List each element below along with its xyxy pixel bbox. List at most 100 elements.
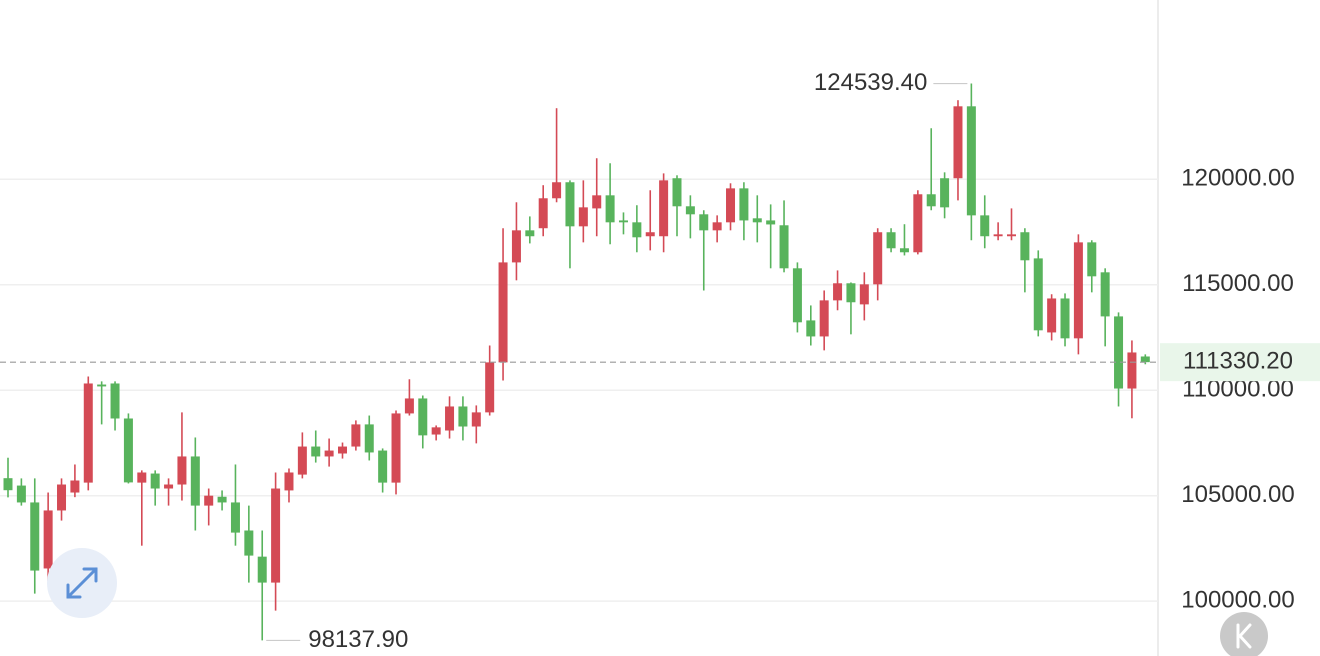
candle-body <box>1033 258 1043 331</box>
candle-body <box>431 427 441 435</box>
candle-body <box>83 383 93 483</box>
candle-body <box>123 418 133 483</box>
candle-body <box>498 262 508 363</box>
candle-body <box>685 206 695 215</box>
y-tick-label: 120000.00 <box>1181 165 1294 192</box>
plot-area: 100000.00105000.00110000.00115000.001200… <box>0 69 1320 653</box>
candle-body <box>230 502 240 533</box>
k-button[interactable] <box>1220 612 1268 656</box>
candle-body <box>806 320 816 337</box>
candle-body <box>846 283 856 303</box>
candle-body <box>30 502 40 571</box>
candle-body <box>726 188 736 223</box>
candle-body <box>980 215 990 237</box>
candle-body <box>284 472 294 491</box>
candle-body <box>16 485 26 503</box>
expand-button[interactable] <box>47 548 117 618</box>
candle-body <box>217 496 227 503</box>
candle-body <box>57 484 67 511</box>
candle-body <box>378 450 388 483</box>
candle-body <box>766 220 776 225</box>
candle-body <box>859 284 869 305</box>
candle-body <box>592 195 602 209</box>
k-circle[interactable] <box>1220 612 1268 656</box>
candle-body <box>204 495 214 506</box>
candle-body <box>271 488 281 583</box>
candle-body <box>150 473 160 489</box>
candle-body <box>3 478 13 491</box>
y-tick-label: 105000.00 <box>1181 481 1294 508</box>
candle-body <box>43 510 53 569</box>
last-price-label: 111330.20 <box>1183 348 1293 375</box>
candle-body <box>993 234 1003 237</box>
candle-body <box>351 424 361 447</box>
y-tick-label: 115000.00 <box>1182 270 1294 297</box>
candle-body <box>1047 298 1057 333</box>
candle-body <box>511 230 521 263</box>
candle-body <box>244 530 254 556</box>
candle-body <box>404 398 414 414</box>
candle-body <box>1020 232 1030 261</box>
candle-body <box>391 413 401 483</box>
candle-body <box>70 480 80 493</box>
candle-body <box>177 456 187 485</box>
y-tick-label: 100000.00 <box>1181 587 1294 614</box>
candle-body <box>110 383 120 419</box>
candle-body <box>913 194 923 253</box>
candle-body <box>1073 242 1083 339</box>
candle-body <box>311 446 321 457</box>
candle-body <box>485 362 495 413</box>
candle-body <box>953 106 963 179</box>
candle-body <box>1100 272 1110 317</box>
candle-body <box>819 300 829 337</box>
candle-body <box>966 106 976 216</box>
candle-body <box>565 182 575 227</box>
candle-body <box>752 218 762 223</box>
candle-body <box>1140 356 1150 363</box>
max-label: 124539.40 <box>814 69 927 96</box>
candle-body <box>886 232 896 249</box>
candle-body <box>899 248 909 253</box>
candle-body <box>257 556 267 583</box>
candle-body <box>324 450 334 457</box>
candle-body <box>940 178 950 208</box>
candle-body <box>525 230 535 237</box>
candle-body <box>873 232 883 285</box>
candle-body <box>137 472 147 483</box>
candle-body <box>364 424 374 453</box>
candle-body <box>190 456 200 506</box>
candle-body <box>164 484 174 489</box>
candle-body <box>1060 298 1070 339</box>
last-price-tag <box>1160 343 1320 382</box>
candle-body <box>618 220 628 223</box>
candle-body <box>779 225 789 269</box>
candle-body <box>833 283 843 301</box>
candle-body <box>645 232 655 237</box>
candle-body <box>605 195 615 223</box>
min-label: 98137.90 <box>308 626 408 653</box>
candle-body <box>792 268 802 323</box>
candle-body <box>458 406 468 427</box>
candle-body <box>338 446 347 454</box>
candle-body <box>538 198 548 229</box>
candle-body <box>632 222 642 238</box>
candle-body <box>1087 242 1097 277</box>
candle-body <box>1007 234 1016 237</box>
candle-body <box>578 207 588 227</box>
candle-body <box>471 412 481 427</box>
candle-body <box>926 194 936 207</box>
candle-body <box>699 214 709 231</box>
candle-body <box>97 384 107 387</box>
candle-body <box>672 178 682 207</box>
k-icon[interactable] <box>1236 623 1252 649</box>
candle-body <box>1114 316 1124 389</box>
candle-body <box>297 446 307 475</box>
candle-body <box>659 180 669 237</box>
candle-body <box>552 182 562 199</box>
candle-body <box>1127 352 1137 389</box>
expand-icon[interactable] <box>66 567 98 599</box>
candle-body <box>418 398 428 436</box>
candle-body <box>739 188 749 221</box>
